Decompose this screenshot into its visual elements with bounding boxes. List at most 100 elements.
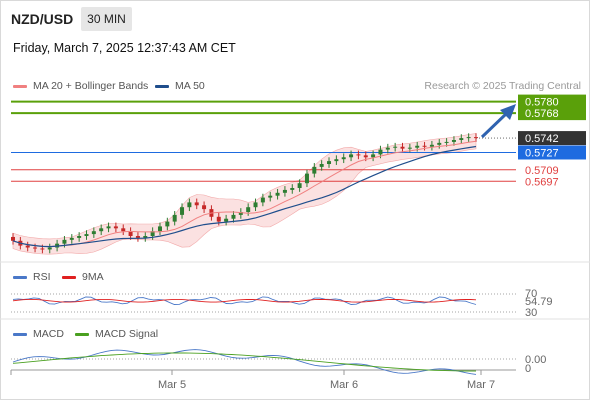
rsi-line [12,296,477,305]
legend-macd-signal-label: MACD Signal [95,328,159,340]
candle-body [474,137,478,139]
candle-body [444,141,449,143]
price-label-support_1: 0.5709 [525,165,559,177]
candle-body [327,161,332,164]
candle-body [121,228,126,232]
macd-swatch-icon [13,332,27,336]
timeframe-button[interactable]: 30 MIN [81,7,132,31]
candle-body [202,205,207,210]
candlesticks [11,133,478,254]
ma20-swatch-icon [13,84,27,88]
candle-body [128,231,133,236]
rsi-swatch-icon [13,275,27,279]
bollinger-band-area [12,133,477,255]
ma9-swatch-icon [62,275,76,279]
candle-body [253,202,258,208]
macd-signal-line [12,352,476,372]
price-label-target_2: 0.5768 [525,108,559,120]
candle-body [268,195,273,198]
price-tag-pivot [518,145,586,160]
moving-averages [12,140,477,248]
candle-body [415,145,420,148]
legend-ma20-label: MA 20 + Bollinger Bands [33,80,149,92]
candle-body [47,247,52,250]
macd-signal-swatch-icon [75,332,89,336]
candle-body [356,154,361,156]
candle-body [165,221,170,227]
candle-body [40,248,45,250]
candle-body [466,137,471,139]
legend-macd-signal: MACD Signal [75,328,158,340]
price-label-target_1: 0.5780 [525,97,559,109]
candle-body [224,218,229,222]
candle-body [113,226,118,229]
macd-panel: 0.000 [11,349,546,375]
legend-9ma: 9MA [62,271,104,283]
candle-body [180,207,185,215]
candle-body [69,237,74,240]
candle-body [33,247,38,249]
candle-body [275,192,280,196]
candle-body [106,226,111,229]
legend-ma50: MA 50 [155,80,205,92]
candle-body [334,159,339,162]
legend-rsi-label: RSI [33,271,51,283]
candle-body [378,149,383,155]
x-tick-label: Mar 6 [330,379,358,391]
candle-body [187,202,192,208]
price-label-support_2: 0.5697 [525,176,559,188]
candle-body [393,146,398,148]
price-label-pivot: 0.5727 [525,147,559,159]
x-tick-label: Mar 5 [158,379,186,391]
candle-body [194,202,199,206]
candle-body [429,144,434,147]
candle-body [172,214,177,222]
macd-axis-label: 0 [525,363,531,375]
price-tag-target_2 [518,106,586,121]
candle-body [157,226,162,232]
macd-value-label: 0.00 [525,354,546,366]
datetime-label: Friday, March 7, 2025 12:37:43 AM CET [13,41,236,55]
candle-body [260,197,265,203]
legend-macd: MACD [13,328,64,340]
candle-body [422,145,427,147]
price-tag-target_1 [518,94,586,109]
macd-line [12,349,477,375]
price-label-last: 0.5742 [525,133,559,145]
credit-text: Research © 2025 Trading Central [424,80,581,92]
forecast-arrow-head [500,104,516,120]
legend-ma50-label: MA 50 [175,80,205,92]
legend-9ma-label: 9MA [82,271,104,283]
candle-body [77,236,82,238]
candle-body [62,239,67,244]
rsi-9ma-line [12,298,477,303]
candle-body [135,236,140,238]
candle-body [246,207,251,212]
forecast-arrow-shaft [480,111,509,139]
candle-body [216,216,221,222]
candle-body [238,212,243,215]
rsi-value-label: 54.79 [525,296,553,308]
candle-body [459,138,464,140]
candle-body [11,236,15,241]
candle-body [363,155,368,158]
candle-body [84,234,89,236]
candle-body [349,154,354,158]
candle-body [371,154,376,158]
candle-body [437,142,442,145]
ma50-swatch-icon [155,84,169,88]
legend-rsi: RSI [13,271,51,283]
rsi-upper-label: 70 [525,288,537,300]
candle-body [91,231,96,235]
candle-body [385,147,390,150]
legend-macd-label: MACD [33,328,64,340]
x-axis: Mar 5 Mar 6 Mar 7 [10,370,495,391]
candle-body [319,164,324,167]
candle-body [231,214,236,219]
symbol-title: NZD/USD [11,11,74,27]
candle-body [312,166,317,174]
ma20-line [12,140,477,248]
candle-body [400,146,405,149]
